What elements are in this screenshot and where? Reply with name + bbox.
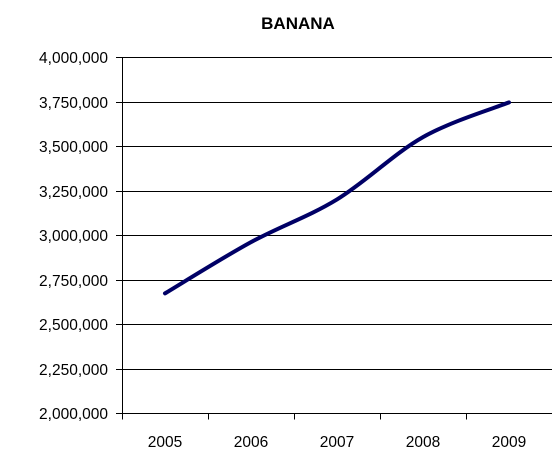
x-tick-label: 2007: [320, 434, 354, 451]
x-tick-label: 2005: [148, 434, 182, 451]
x-axis-tick-labels: 2005 2006 2007 2008 2009: [148, 434, 526, 451]
x-tick-label: 2009: [492, 434, 526, 451]
series-line: [163, 100, 511, 296]
y-tick-label: 2,500,000: [39, 317, 108, 334]
y-tick-label: 2,750,000: [39, 273, 108, 290]
y-tick-label: 2,000,000: [39, 406, 108, 423]
y-tick-label: 4,000,000: [39, 50, 108, 67]
y-tick-label: 3,000,000: [39, 228, 108, 245]
x-tick-label: 2008: [406, 434, 440, 451]
x-tick-label: 2006: [234, 434, 268, 451]
y-axis-tick-labels: 2,000,000 2,250,000 2,500,000 2,750,000 3,00…: [39, 50, 108, 423]
series-layer: [163, 100, 511, 296]
gridlines: [122, 57, 552, 370]
y-tick-label: 2,250,000: [39, 362, 108, 379]
y-tick-label: 3,500,000: [39, 139, 108, 156]
chart-title: BANANA: [261, 14, 335, 33]
y-tick-label: 3,750,000: [39, 95, 108, 112]
y-tick-label: 3,250,000: [39, 184, 108, 201]
axes: [116, 57, 552, 420]
